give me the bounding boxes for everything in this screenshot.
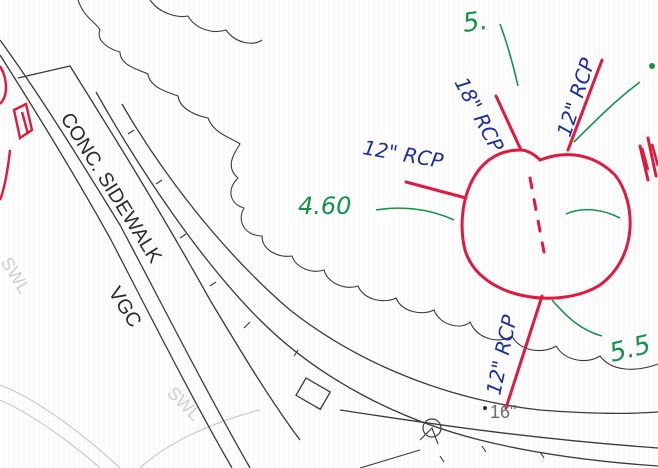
red-marks-right — [640, 143, 658, 171]
spot-elevation-dot — [483, 406, 487, 410]
lawn-edge — [95, 91, 658, 467]
pipe-e-fragment — [646, 136, 658, 178]
swl-left-label: SWL — [0, 254, 34, 298]
road-edge — [339, 409, 658, 449]
inlet-structure — [404, 58, 658, 410]
inlet-circle — [460, 148, 632, 300]
sidewalk-edge — [17, 65, 301, 441]
elev-inner-leader — [565, 208, 621, 219]
elev-ne-leader — [573, 81, 641, 143]
curb-lines — [0, 39, 658, 468]
elevation-west-label: 4.60 — [298, 192, 351, 220]
elev-se-leader — [551, 299, 603, 337]
red-fragment-left — [0, 65, 34, 201]
faint-background-marks — [0, 384, 261, 468]
pipe-n-label: 12" RCP — [552, 54, 600, 139]
curb-line-inner — [0, 54, 233, 468]
elevation-top-label: 5. — [461, 6, 490, 39]
inlet-inner-line — [528, 176, 546, 254]
utility-box — [295, 377, 332, 411]
manhole-circle — [422, 418, 442, 438]
pipe-w-line — [404, 180, 468, 200]
elevation-southeast-label: 5.5 — [606, 330, 653, 369]
elev-top-leader — [499, 23, 519, 87]
road-line-bottom — [359, 449, 421, 468]
manhole-leader — [419, 427, 439, 445]
elevation-leaders — [375, 23, 641, 337]
edge-of-pavement — [121, 103, 658, 414]
pipe-w-label: 12" RCP — [361, 135, 446, 173]
green-dot-right — [649, 63, 655, 69]
tree-canopy-outline — [77, 0, 658, 370]
pipe-e-fragment-2 — [638, 144, 650, 182]
pipe-nw-label: 18" RCP — [450, 73, 510, 157]
pipe-n-line — [566, 58, 604, 152]
vgc-label: VGC — [104, 283, 146, 331]
tree-canopy-top — [149, 0, 263, 44]
pipe-nw-line — [494, 94, 523, 152]
elev-w-leader — [375, 207, 455, 221]
edge-tick-marks — [127, 129, 545, 463]
spot-elevation-label: 16" — [490, 402, 516, 422]
pipe-s-label: 12" RCP — [481, 312, 521, 397]
swl-bottom-label: SWL — [163, 383, 205, 425]
pipe-s-line — [504, 294, 544, 410]
curb-line-outer — [0, 39, 251, 468]
